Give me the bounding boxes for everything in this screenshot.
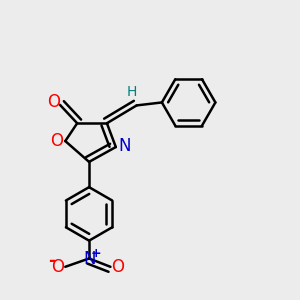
Text: O: O (50, 132, 63, 150)
Text: O: O (111, 258, 124, 276)
Text: +: + (90, 247, 101, 260)
Text: O: O (47, 93, 60, 111)
Text: O: O (51, 258, 64, 276)
Text: H: H (127, 85, 137, 99)
Text: -: - (49, 253, 56, 271)
Text: N: N (83, 250, 96, 268)
Text: N: N (118, 137, 130, 155)
